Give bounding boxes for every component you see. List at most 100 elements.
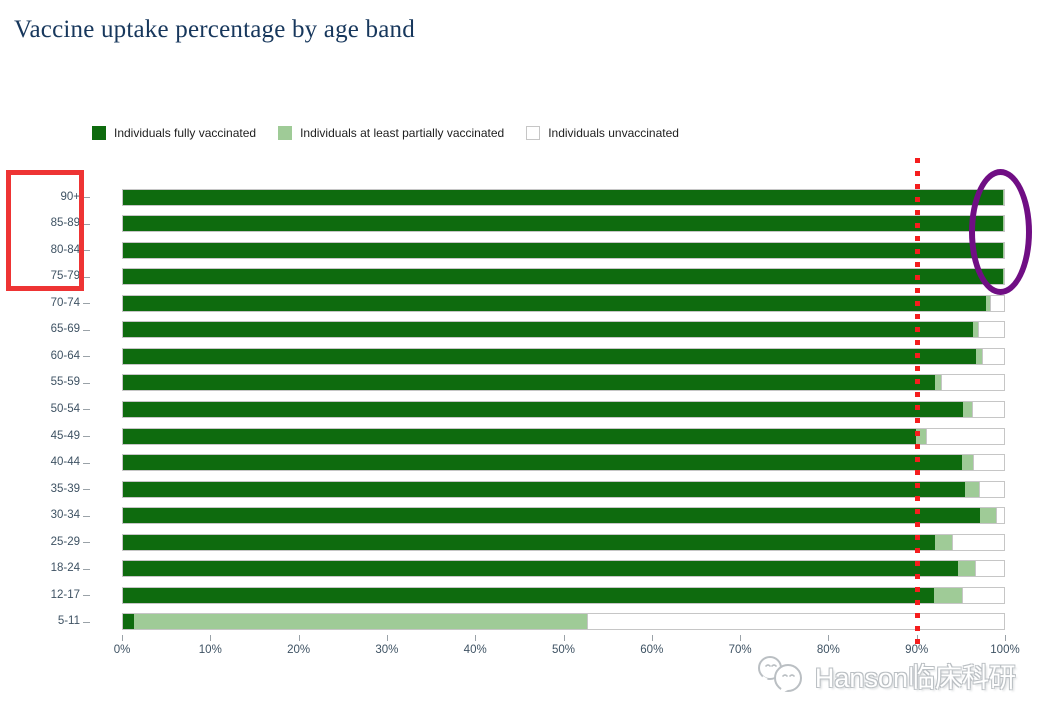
bar-segment [935,534,953,550]
legend-swatch [278,126,293,140]
y-axis-tick [83,436,90,438]
x-axis-label: 70% [728,644,752,656]
bar-segment [973,455,1004,471]
bar-segment [981,348,1004,364]
y-axis-tick [83,250,90,252]
bar-segment [123,322,974,338]
stacked-bar-row [122,454,1005,472]
stacked-bar-row [122,586,1005,604]
bar-segment [134,614,588,630]
bar-segment [975,348,982,364]
y-axis-label: 75-79 [50,270,80,283]
stacked-bar-row [122,507,1005,525]
y-axis-label: 90+ [60,190,80,203]
bar-segment [958,561,975,577]
bar-segment [996,508,1004,524]
x-axis-label: 50% [551,644,576,656]
y-axis-label: 60-64 [50,349,80,362]
stacked-bar-row [122,294,1005,312]
x-axis-tick [651,635,653,641]
x-axis-tick [210,635,212,641]
stacked-bar-row [122,533,1005,551]
x-axis-tick [475,635,477,641]
watermark: Hanson临床科研 [755,654,1016,696]
y-axis-tick [83,409,90,411]
stacked-bar-row [122,347,1005,365]
stacked-bar-row [122,400,1005,418]
x-axis-tick [298,635,300,641]
legend-item: Individuals fully vaccinated [92,126,256,140]
stacked-bar-row [122,215,1005,233]
bar-segment [986,295,990,311]
y-axis-tick [83,356,90,358]
y-axis-tick [83,621,90,623]
y-axis-tick [83,223,90,225]
legend-item: Individuals at least partially vaccinate… [278,126,504,140]
stacked-bar-row [122,374,1005,392]
bar-segment [972,401,1004,417]
legend-item: Individuals unvaccinated [526,126,679,140]
y-axis-label: 35-39 [50,482,80,495]
bar-segment [123,348,976,364]
y-axis-label: 45-49 [50,429,80,442]
legend-swatch [92,126,106,140]
bar-segment [915,428,927,444]
y-axis-label: 40-44 [50,456,80,469]
bar-segment [123,614,135,630]
bar-segment [935,375,942,391]
bar-segment [989,295,1004,311]
bar-segment [952,534,1004,550]
y-axis-label: 70-74 [50,296,80,309]
bar-segment [973,322,978,338]
y-axis-tick [83,329,90,331]
bar-segment [961,587,1004,603]
bar-segment [979,481,1004,497]
y-axis-label: 80-84 [50,243,80,256]
x-axis-tick [386,635,388,641]
bar-segment [123,216,1004,232]
bar-segment [965,481,980,497]
bar-segment [961,455,974,471]
y-axis-label: 65-69 [50,323,80,336]
stacked-bar-row [122,188,1005,206]
x-axis-label: 20% [287,644,311,656]
stacked-bar-row [122,560,1005,578]
watermark-text: Hanson临床科研 [814,662,1016,693]
bar-segment [587,614,1004,630]
bar-segment [123,295,987,311]
y-axis-tick [83,382,90,384]
bar-segment [123,428,916,444]
stacked-bar-row [122,241,1005,259]
y-axis-tick [83,515,90,517]
highlight-ellipse-annotation [969,169,1032,295]
page-title: Vaccine uptake percentage by age band [14,16,415,43]
bar-segment [123,534,936,550]
bar-segment [980,508,997,524]
legend-label: Individuals fully vaccinated [114,126,257,140]
bar-segment [963,401,973,417]
bar-segment [123,401,964,417]
x-axis-label: 40% [463,644,487,656]
y-axis-label: 25-29 [50,535,80,548]
y-axis-tick [83,568,90,570]
x-axis-label: 0% [113,644,131,656]
bar-segment [926,428,1004,444]
chart-legend: Individuals fully vaccinated Individuals … [92,126,679,140]
x-axis-tick [563,635,565,641]
stacked-bar-row [122,480,1005,498]
y-axis-label: 18-24 [50,562,80,575]
legend-label: Individuals at least partially vaccinate… [300,126,505,140]
y-axis-tick [83,462,90,464]
bar-segment [123,508,981,524]
bar-segment [123,242,1004,258]
threshold-dotted-line [915,158,920,646]
x-axis-tick [1005,635,1006,641]
stacked-bar-row [122,427,1005,445]
y-axis-tick [83,489,90,491]
wechat-icon [757,656,802,694]
x-axis-label: 90% [905,644,929,656]
x-axis-tick [828,635,830,641]
bar-segment [123,375,936,391]
y-axis-label: 5-11 [57,615,80,628]
